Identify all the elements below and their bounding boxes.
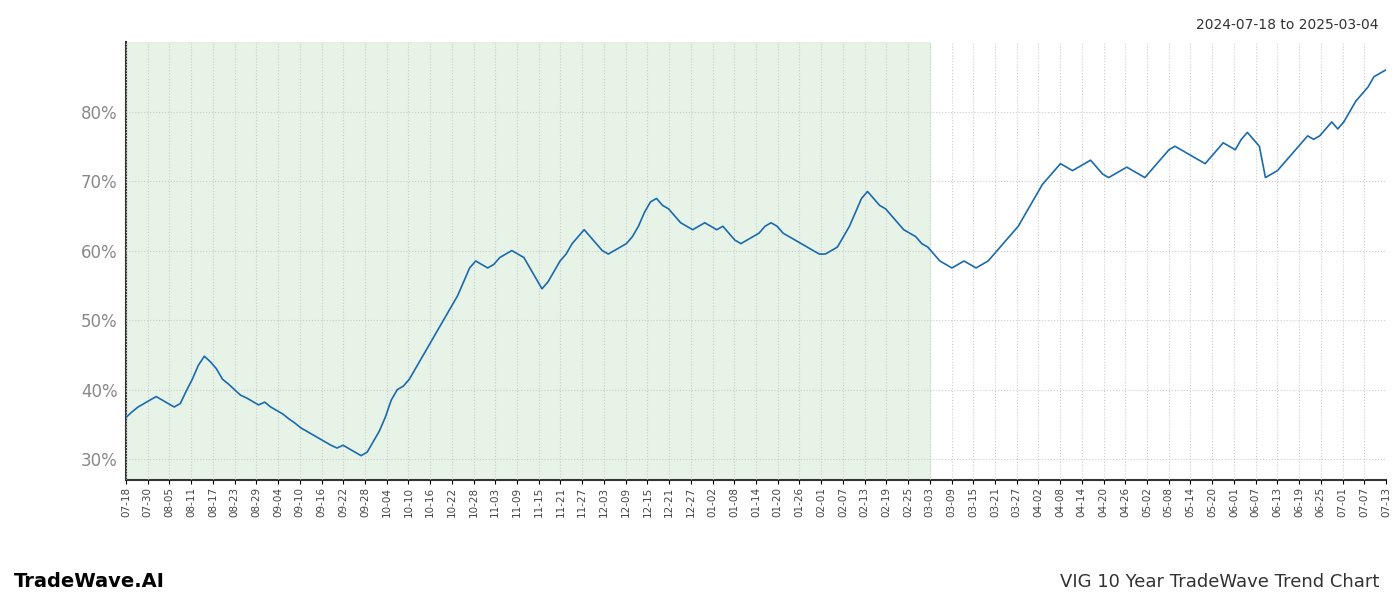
Text: TradeWave.AI: TradeWave.AI	[14, 572, 165, 591]
Bar	[126, 42, 930, 480]
Text: VIG 10 Year TradeWave Trend Chart: VIG 10 Year TradeWave Trend Chart	[1060, 573, 1379, 591]
Text: 2024-07-18 to 2025-03-04: 2024-07-18 to 2025-03-04	[1197, 18, 1379, 32]
